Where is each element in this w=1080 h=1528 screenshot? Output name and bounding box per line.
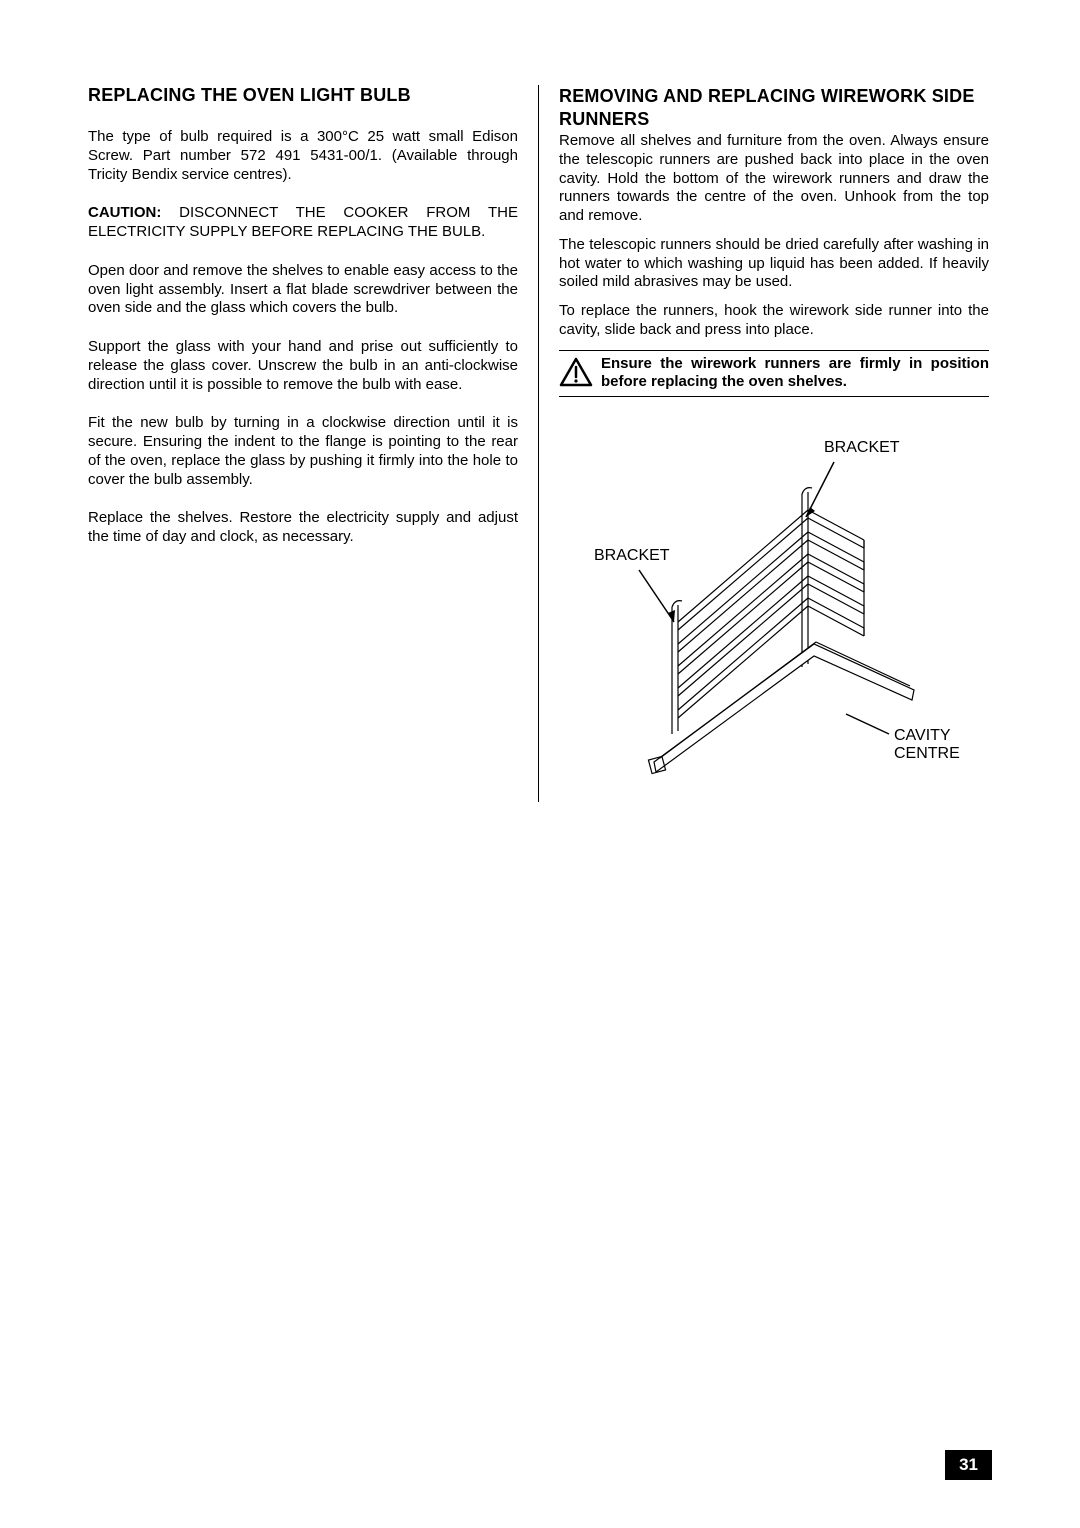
warning-triangle-icon	[559, 357, 593, 392]
left-heading: REPLACING THE OVEN LIGHT BULB	[88, 85, 518, 106]
left-caution-paragraph: CAUTION: DISCONNECT THE COOKER FROM THE …	[88, 204, 518, 242]
right-paragraph-3: To replace the runners, hook the wirewor…	[559, 302, 989, 340]
diagram-label-centre: CENTRE	[894, 745, 960, 762]
caution-lead: CAUTION:	[88, 204, 161, 221]
right-heading: REMOVING AND REPLACING WIREWORK SIDE RUN…	[559, 85, 989, 130]
left-paragraph-6: Replace the shelves. Restore the electri…	[88, 509, 518, 547]
wirework-rack	[648, 488, 914, 774]
left-paragraph-3: Open door and remove the shelves to enab…	[88, 262, 518, 318]
left-paragraph-5: Fit the new bulb by turning in a clockwi…	[88, 414, 518, 489]
diagram-label-top: BRACKET	[824, 439, 900, 456]
page: REPLACING THE OVEN LIGHT BULB The type o…	[0, 0, 1080, 1528]
right-paragraph-2: The telescopic runners should be dried c…	[559, 236, 989, 292]
right-paragraph-1: Remove all shelves and furniture from th…	[559, 132, 989, 226]
left-paragraph-4: Support the glass with your hand and pri…	[88, 338, 518, 394]
diagram-label-left: BRACKET	[594, 547, 670, 564]
diagram-label-cavity: CAVITY	[894, 727, 951, 744]
wirework-diagram: BRACKET BRACKET CAVITY CENTRE	[559, 432, 989, 802]
warning-text: Ensure the wirework runners are firmly i…	[601, 355, 989, 393]
two-column-layout: REPLACING THE OVEN LIGHT BULB The type o…	[88, 85, 992, 802]
warning-box: Ensure the wirework runners are firmly i…	[559, 350, 989, 398]
left-paragraph-1: The type of bulb required is a 300°C 25 …	[88, 128, 518, 184]
right-column: REMOVING AND REPLACING WIREWORK SIDE RUN…	[539, 85, 989, 802]
left-column: REPLACING THE OVEN LIGHT BULB The type o…	[88, 85, 539, 802]
page-number: 31	[945, 1450, 992, 1480]
